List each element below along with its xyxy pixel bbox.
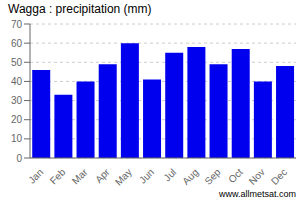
svg-text:Feb: Feb bbox=[48, 166, 68, 186]
svg-text:Jun: Jun bbox=[137, 166, 156, 185]
svg-text:Nov: Nov bbox=[247, 166, 267, 186]
html-text:www.allmetsat.com: www.allmetsat.com bbox=[219, 189, 296, 199]
svg-text:20: 20 bbox=[11, 114, 23, 125]
svg-text:70: 70 bbox=[11, 19, 23, 30]
svg-text:30: 30 bbox=[11, 95, 23, 106]
svg-text:50: 50 bbox=[11, 57, 23, 68]
svg-text:40: 40 bbox=[11, 76, 23, 87]
svg-text:Jan: Jan bbox=[26, 166, 45, 185]
svg-text:Jul: Jul bbox=[161, 166, 178, 183]
svg-text:Mar: Mar bbox=[70, 166, 90, 186]
svg-text:Apr: Apr bbox=[93, 166, 112, 185]
svg-text:0: 0 bbox=[16, 153, 22, 164]
svg-text:Dec: Dec bbox=[269, 166, 289, 186]
svg-text:10: 10 bbox=[11, 133, 23, 144]
svg-text:Oct: Oct bbox=[226, 166, 245, 185]
html-text:Wagga : precipitation (mm): Wagga : precipitation (mm) bbox=[8, 2, 152, 16]
svg-text:May: May bbox=[113, 166, 134, 187]
svg-text:Sep: Sep bbox=[202, 166, 223, 187]
svg-text:60: 60 bbox=[11, 38, 23, 49]
svg-text:Aug: Aug bbox=[180, 166, 200, 186]
